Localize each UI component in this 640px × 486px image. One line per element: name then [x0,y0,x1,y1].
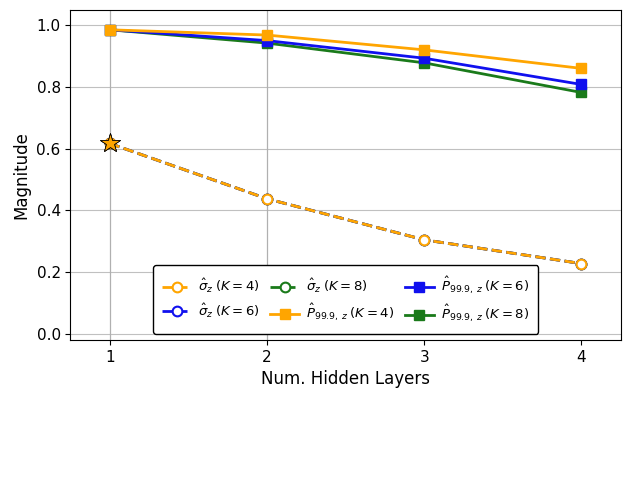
Y-axis label: Magnitude: Magnitude [13,131,31,219]
X-axis label: Num. Hidden Layers: Num. Hidden Layers [261,370,430,388]
Legend: $\hat{\sigma}_z\;(K{=}4)$, $\hat{\sigma}_z\;(K{=}6)$, $\hat{\sigma}_z\;(K{=}8)$,: $\hat{\sigma}_z\;(K{=}4)$, $\hat{\sigma}… [153,265,538,333]
